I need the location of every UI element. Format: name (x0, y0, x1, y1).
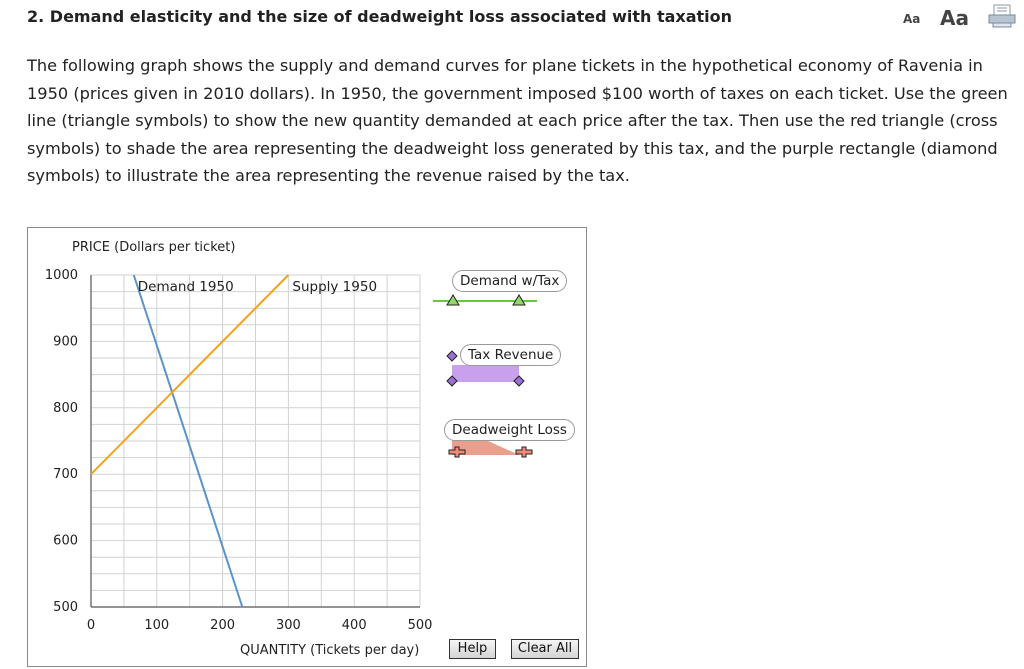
x-tick-label: 200 (210, 618, 235, 633)
diamond-handle[interactable] (513, 375, 525, 387)
instructions-text: The following graph shows the supply and… (27, 56, 1008, 186)
print-icon[interactable] (988, 4, 1016, 32)
diamond-handle[interactable] (446, 375, 458, 387)
x-tick-label: 0 (87, 618, 95, 633)
demand-tax-label[interactable]: Demand w/Tax (452, 270, 568, 292)
clear-all-button[interactable]: Clear All (511, 639, 579, 659)
tax-revenue-tool[interactable] (446, 350, 525, 387)
x-tick-label: 500 (408, 618, 433, 633)
tax-revenue-rect (452, 365, 519, 382)
x-tick-label: 400 (342, 618, 367, 633)
curve-label: Demand 1950 (138, 279, 234, 295)
triangle-handle[interactable] (446, 294, 460, 306)
y-tick-label: 600 (53, 534, 78, 549)
cross-handle[interactable] (448, 446, 466, 458)
y-tick-label: 500 (53, 600, 78, 615)
x-tick-label: 300 (276, 618, 301, 633)
supply-demand-graph: 0 100 200 300 400 500 500 600 700 800 900 1000 Dema… (45, 240, 537, 658)
grid (90, 274, 421, 608)
curve-supply-1950 (90, 274, 290, 475)
tax-revenue-label[interactable]: Tax Revenue (460, 344, 562, 366)
x-tick-label: 100 (144, 618, 169, 633)
curve-demand-1950 (132, 274, 244, 608)
font-size-small-button[interactable]: Aa (903, 12, 921, 26)
curves: Demand 1950 Supply 1950 (90, 274, 377, 608)
help-button[interactable]: Help (449, 639, 496, 659)
curve-label: Supply 1950 (292, 279, 377, 295)
font-size-large-button[interactable]: Aa (940, 6, 969, 30)
question-title: 2. Demand elasticity and the size of dea… (27, 7, 733, 26)
y-tick-label: 800 (53, 401, 78, 416)
deadweight-loss-tool[interactable] (448, 440, 533, 458)
y-tick-label: 700 (53, 467, 78, 482)
diamond-handle[interactable] (446, 350, 458, 362)
x-axis-label: QUANTITY (Tickets per day) (240, 643, 419, 658)
graph-panel: 0 100 200 300 400 500 500 600 700 800 900 1000 Dema… (27, 227, 587, 667)
deadweight-loss-label[interactable]: Deadweight Loss (444, 419, 575, 441)
cross-handle[interactable] (515, 446, 533, 458)
y-tick-label: 900 (53, 334, 78, 349)
y-tick-label: 1000 (45, 268, 78, 283)
y-axis-label: PRICE (Dollars per ticket) (72, 240, 235, 255)
demand-tax-tool[interactable] (433, 294, 537, 306)
axis-ticks: 0 100 200 300 400 500 500 600 700 800 900 1000 (45, 268, 433, 633)
triangle-handle[interactable] (512, 294, 526, 306)
deadweight-loss-triangle (452, 440, 519, 455)
